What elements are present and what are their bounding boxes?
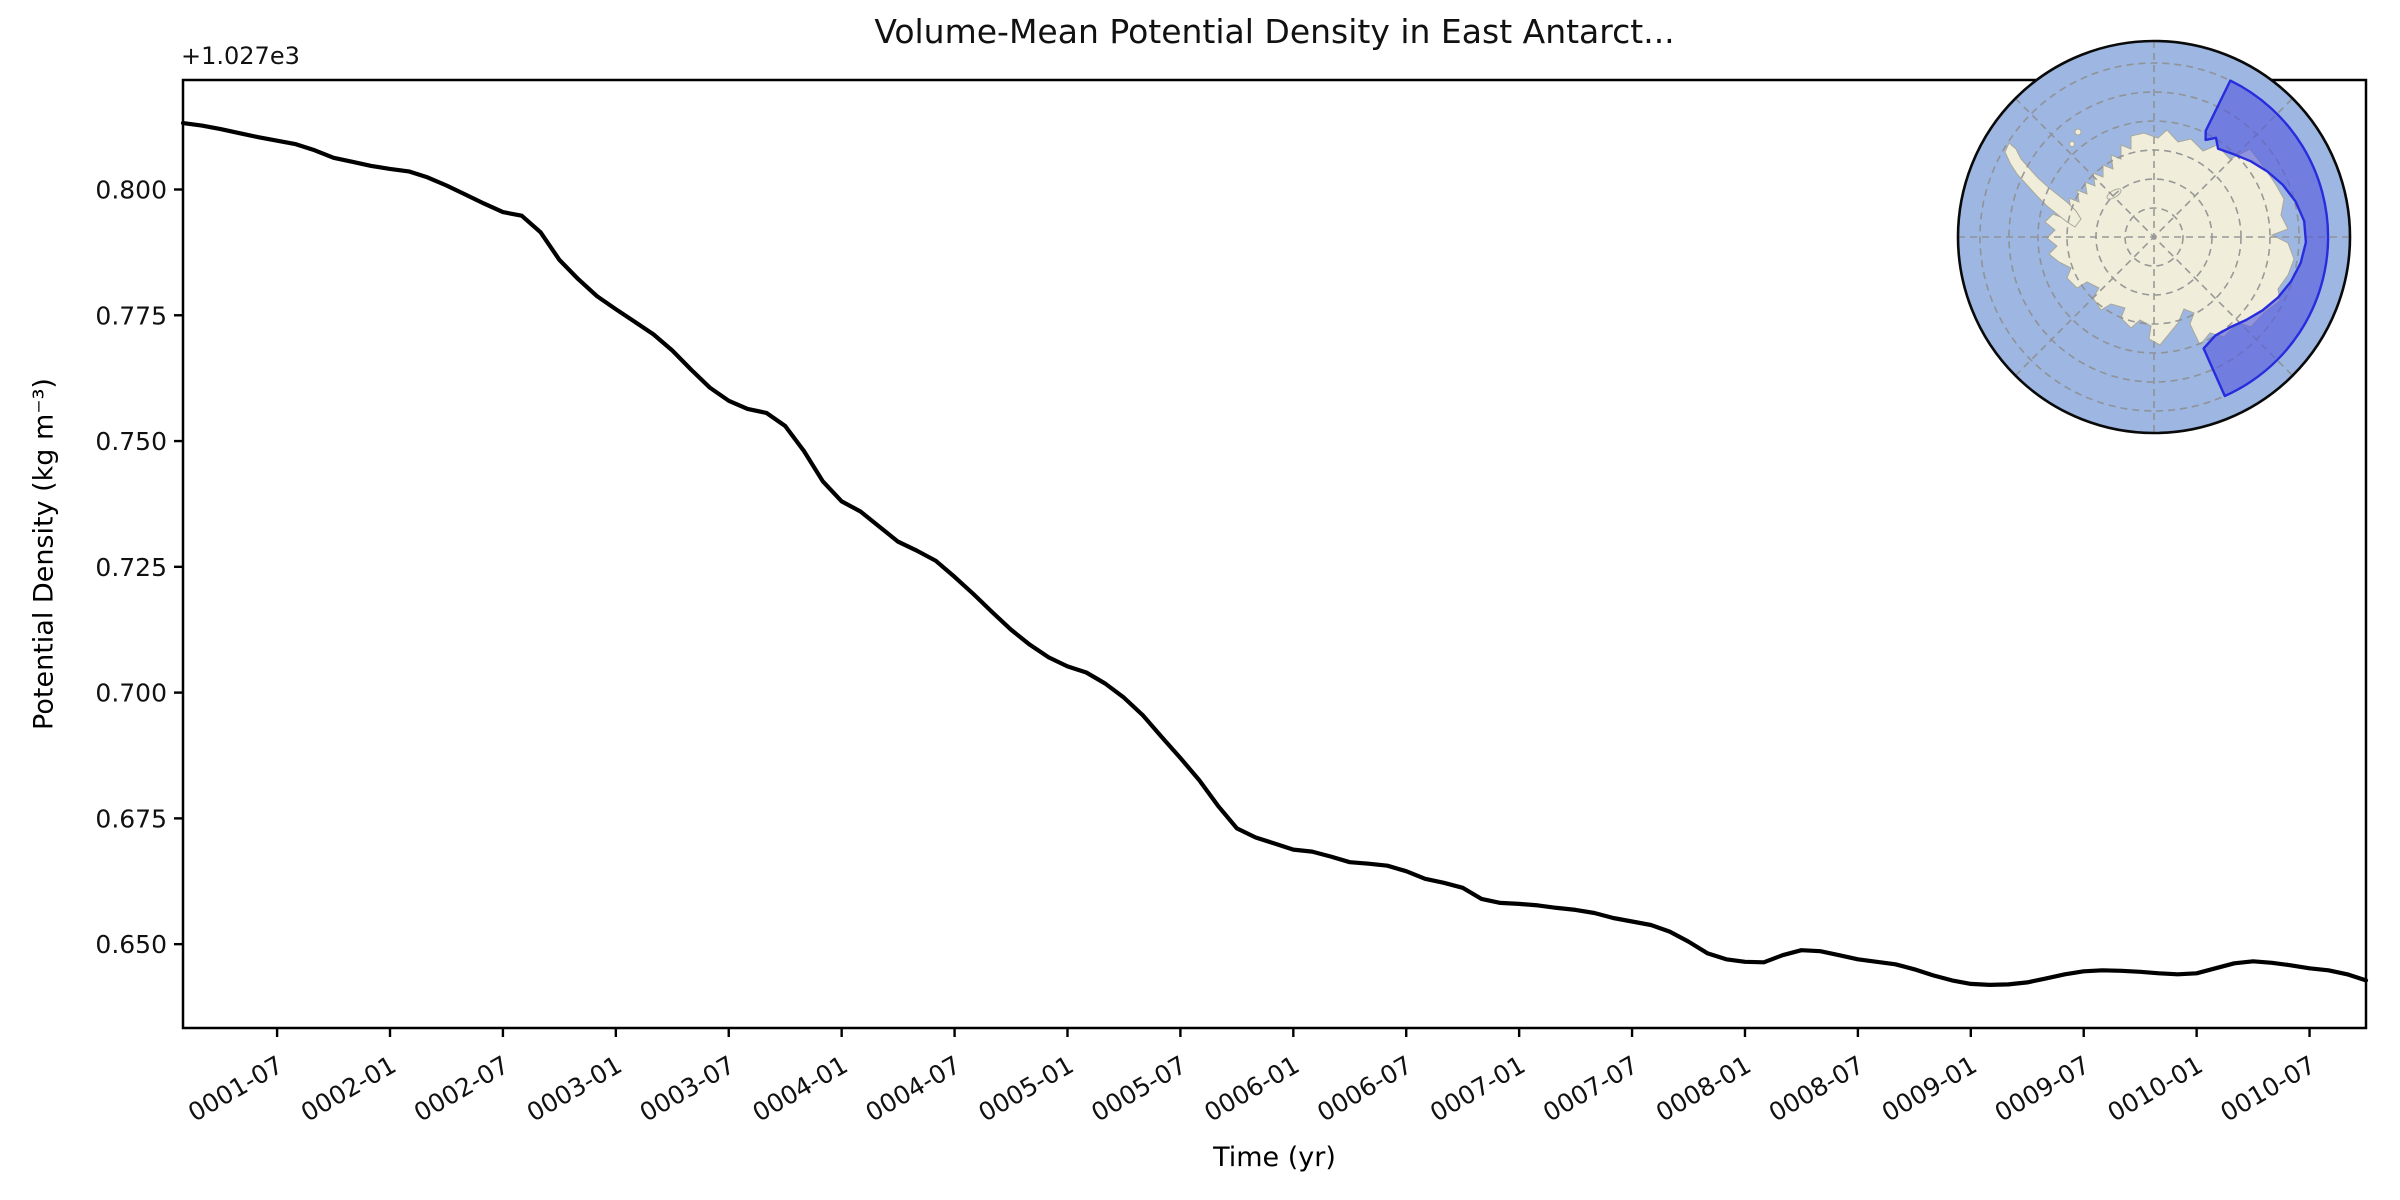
x-tick-label: 0003-07	[635, 1050, 740, 1127]
x-tick-label: 0008-07	[1764, 1050, 1869, 1127]
x-tick-label: 0001-07	[183, 1050, 288, 1127]
y-axis-label: Potential Density (kg m⁻³)	[28, 378, 60, 730]
x-tick-label: 0002-01	[296, 1050, 401, 1127]
map-antarctic-peninsula	[2004, 142, 2082, 228]
map-islet	[2069, 141, 2075, 147]
y-tick-label: 0.675	[95, 804, 167, 833]
x-tick-label: 0002-07	[409, 1050, 514, 1127]
y-axis-offset-text: +1.027e3	[181, 42, 300, 70]
x-tick-label: 0009-01	[1877, 1050, 1982, 1127]
map-graticule	[1958, 41, 2350, 433]
x-tick-label: 0004-07	[861, 1050, 966, 1127]
potential-density-line	[180, 120, 2369, 988]
antarctica-inset-map	[1956, 39, 2352, 435]
y-tick-label: 0.800	[95, 176, 167, 205]
x-tick-label: 0006-07	[1312, 1050, 1417, 1127]
x-tick-label: 0003-01	[522, 1050, 627, 1127]
x-tick-label: 0005-01	[974, 1050, 1079, 1127]
map-rim	[1956, 39, 2352, 435]
x-axis-label: Time (yr)	[1213, 1142, 1336, 1173]
y-tick-label: 0.650	[95, 930, 167, 959]
chart-title: Volume-Mean Potential Density in East An…	[874, 12, 1675, 51]
x-tick-label: 0007-01	[1425, 1050, 1530, 1127]
map-antarctica-land	[2004, 128, 2295, 346]
x-tick-label: 0005-07	[1086, 1050, 1191, 1127]
y-tick-label: 0.700	[95, 679, 167, 708]
x-tick-label: 0008-01	[1651, 1050, 1756, 1127]
x-tick-label: 0004-01	[748, 1050, 853, 1127]
y-tick-label: 0.775	[95, 301, 167, 330]
axes-spines	[181, 78, 2368, 1030]
x-tick-label: 0007-07	[1538, 1050, 1643, 1127]
map-highlight-sector-east-antarctica	[2202, 79, 2330, 398]
x-tick-label: 0009-07	[1990, 1050, 2095, 1127]
x-tick-label: 0010-07	[2216, 1050, 2321, 1127]
x-tick-label: 0006-01	[1199, 1050, 1304, 1127]
y-tick-label: 0.750	[95, 427, 167, 456]
y-tick-label: 0.725	[95, 553, 167, 582]
map-islet	[2074, 128, 2082, 136]
x-tick-label: 0010-01	[2103, 1050, 2208, 1127]
